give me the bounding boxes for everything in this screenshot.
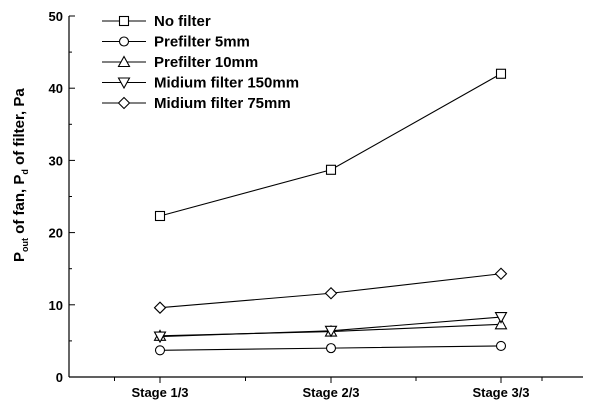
series-5 bbox=[153, 267, 508, 314]
data-point bbox=[495, 340, 507, 352]
data-point bbox=[154, 345, 166, 356]
legend-label: No filter bbox=[154, 13, 211, 30]
legend-marker bbox=[117, 55, 131, 68]
legend-marker bbox=[117, 96, 131, 110]
series-1 bbox=[154, 68, 507, 222]
data-point bbox=[325, 343, 337, 354]
legend-marker bbox=[117, 77, 131, 90]
legend-item: Prefilter 5mm bbox=[102, 34, 250, 51]
legend-label: Midium filter 75mm bbox=[154, 95, 291, 112]
data-point bbox=[494, 312, 508, 324]
legend-item: No filter bbox=[102, 13, 211, 30]
data-point bbox=[495, 68, 507, 79]
legend-item: Prefilter 10mm bbox=[102, 54, 258, 71]
legend-item: Midium filter 150mm bbox=[102, 75, 299, 92]
series-4 bbox=[153, 312, 508, 344]
y-tick-label: 20 bbox=[49, 226, 63, 241]
y-axis-label: Pout of fan, Pd of filter, Pa bbox=[11, 88, 30, 262]
series-group bbox=[153, 68, 508, 356]
data-point bbox=[494, 317, 508, 330]
y-tick-label: 40 bbox=[49, 81, 63, 96]
legend-label: Midium filter 150mm bbox=[154, 75, 299, 92]
legend-label: Prefilter 10mm bbox=[154, 54, 258, 71]
legend-marker bbox=[118, 15, 130, 27]
x-axis-ticks: Stage 1/3 Stage 2/3 Stage 3/3 bbox=[114, 377, 543, 400]
legend: No filter Prefilter 5mm Prefilter 10mm Midi… bbox=[102, 13, 299, 112]
y-tick-label: 10 bbox=[49, 298, 63, 313]
x-tick-label: Stage 2/3 bbox=[302, 385, 359, 400]
legend-label: Prefilter 5mm bbox=[154, 34, 250, 51]
y-tick-label: 50 bbox=[49, 9, 63, 24]
legend-marker bbox=[118, 36, 130, 47]
data-point bbox=[324, 286, 338, 300]
data-point bbox=[153, 301, 167, 314]
x-tick-label: Stage 3/3 bbox=[472, 385, 529, 400]
y-tick-label: 0 bbox=[56, 370, 63, 385]
data-point bbox=[494, 267, 508, 281]
data-point bbox=[324, 325, 338, 338]
data-point bbox=[153, 331, 167, 344]
data-point bbox=[154, 210, 166, 222]
y-tick-label: 30 bbox=[49, 153, 63, 168]
y-axis-ticks: 0 10 20 30 40 50 bbox=[49, 9, 75, 385]
legend-item: Midium filter 75mm bbox=[102, 95, 291, 112]
x-tick-label: Stage 1/3 bbox=[131, 385, 188, 400]
series-2 bbox=[154, 340, 507, 356]
data-point bbox=[325, 164, 337, 175]
